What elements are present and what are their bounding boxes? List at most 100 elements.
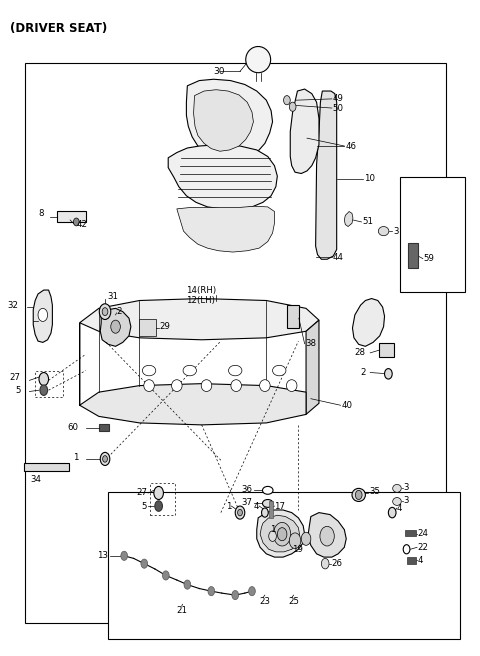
Bar (400, 177, 465, 292)
Text: 4: 4 (397, 504, 403, 512)
Text: 29: 29 (159, 322, 170, 331)
Text: 21: 21 (177, 606, 188, 615)
Circle shape (232, 590, 239, 600)
Circle shape (155, 501, 162, 511)
Text: 23: 23 (259, 597, 270, 606)
Circle shape (277, 527, 287, 541)
Ellipse shape (378, 226, 389, 236)
Circle shape (269, 531, 276, 541)
Text: 1: 1 (270, 525, 276, 534)
Circle shape (103, 456, 108, 462)
Circle shape (141, 559, 148, 568)
Polygon shape (168, 145, 277, 209)
Circle shape (235, 506, 245, 519)
Ellipse shape (260, 380, 270, 392)
Ellipse shape (287, 380, 297, 392)
Ellipse shape (352, 488, 365, 501)
Bar (408, 243, 418, 268)
Text: 44: 44 (333, 253, 344, 262)
Polygon shape (257, 510, 305, 557)
Text: 13: 13 (97, 551, 108, 560)
Bar (108, 491, 460, 639)
Ellipse shape (393, 497, 401, 505)
Text: 22: 22 (417, 543, 428, 552)
Circle shape (388, 507, 396, 518)
Polygon shape (260, 515, 300, 552)
Ellipse shape (144, 380, 155, 392)
Polygon shape (193, 90, 253, 152)
Text: 28: 28 (354, 348, 365, 358)
Text: 50: 50 (333, 104, 344, 113)
Text: 36: 36 (241, 485, 252, 493)
Ellipse shape (393, 484, 401, 492)
Circle shape (262, 508, 268, 517)
Polygon shape (186, 79, 273, 161)
Circle shape (40, 385, 48, 396)
Ellipse shape (263, 499, 273, 507)
Text: 35: 35 (369, 487, 380, 496)
Text: 25: 25 (289, 597, 300, 606)
Polygon shape (306, 320, 319, 415)
Text: 31: 31 (107, 292, 118, 301)
Text: 3: 3 (404, 496, 409, 504)
Text: 4: 4 (253, 502, 259, 510)
Circle shape (301, 532, 311, 545)
Circle shape (184, 580, 191, 589)
Circle shape (284, 96, 290, 105)
Polygon shape (100, 308, 131, 346)
Circle shape (121, 551, 128, 560)
Circle shape (99, 304, 111, 319)
Ellipse shape (228, 365, 242, 376)
Text: (DRIVER SEAT): (DRIVER SEAT) (10, 22, 108, 35)
Polygon shape (80, 298, 319, 340)
Text: 32: 32 (8, 300, 19, 310)
Circle shape (320, 526, 334, 546)
Ellipse shape (201, 380, 212, 392)
Text: 8: 8 (38, 209, 44, 218)
Text: 27: 27 (136, 489, 147, 497)
Text: 27: 27 (10, 373, 21, 382)
Circle shape (208, 586, 215, 596)
Text: 2: 2 (117, 307, 122, 316)
Circle shape (322, 558, 329, 569)
Circle shape (73, 218, 79, 226)
Circle shape (154, 486, 163, 499)
Text: 17: 17 (275, 502, 286, 510)
Text: 26: 26 (331, 559, 342, 568)
Circle shape (238, 509, 242, 516)
Polygon shape (316, 91, 336, 259)
Circle shape (111, 320, 120, 333)
Circle shape (289, 533, 301, 548)
Text: 3: 3 (404, 483, 409, 491)
Circle shape (384, 369, 392, 379)
Text: 5: 5 (15, 386, 21, 395)
Bar (99, 424, 109, 432)
Bar (140, 319, 156, 336)
Text: 30: 30 (214, 67, 225, 76)
Text: 34: 34 (30, 476, 41, 484)
Circle shape (249, 586, 255, 596)
Text: 38: 38 (306, 339, 317, 348)
Circle shape (100, 453, 110, 466)
Text: 4: 4 (417, 556, 422, 565)
Bar (150, 483, 175, 514)
Ellipse shape (246, 47, 271, 73)
Ellipse shape (143, 365, 156, 376)
Text: 1: 1 (73, 453, 78, 462)
Circle shape (274, 522, 291, 546)
Bar (35, 371, 63, 397)
Bar (24, 63, 446, 623)
Text: 3: 3 (393, 226, 399, 236)
Circle shape (162, 571, 169, 580)
Circle shape (289, 102, 296, 112)
Text: 59: 59 (424, 254, 435, 263)
Polygon shape (177, 206, 275, 252)
Circle shape (102, 308, 108, 316)
Bar (407, 557, 416, 564)
Circle shape (39, 373, 48, 386)
Circle shape (403, 544, 410, 554)
Text: 51: 51 (362, 217, 373, 226)
Text: 14(RH): 14(RH) (186, 285, 216, 295)
Bar (269, 501, 273, 518)
Ellipse shape (183, 365, 196, 376)
